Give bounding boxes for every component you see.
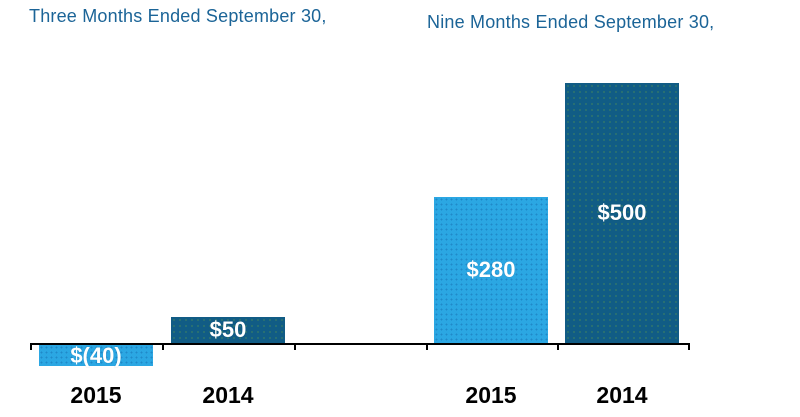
bar-nine-months-2014: $500: [565, 83, 679, 343]
x-axis-line: [30, 343, 690, 345]
bar-three-months-2015: $(40): [39, 342, 153, 368]
bar-value-label-nine-months-2015: $280: [466, 257, 516, 282]
x-axis-label-three-months-2014: 2014: [202, 382, 254, 408]
axis-tick: [162, 343, 164, 350]
x-axis-label-nine-months-2015: 2015: [465, 382, 517, 408]
bar-value-label-three-months-2014: $50: [209, 317, 247, 342]
x-axis-label-nine-months-2014: 2014: [596, 382, 648, 408]
bar-three-months-2014: $50: [171, 317, 285, 343]
axis-tick: [30, 343, 32, 350]
axis-tick: [294, 343, 296, 350]
x-axis-label-three-months-2015: 2015: [70, 382, 122, 408]
bar-nine-months-2015: $280: [434, 197, 548, 343]
group-title-nine-months: Nine Months Ended September 30,: [427, 12, 715, 32]
group-title-three-months: Three Months Ended September 30,: [29, 6, 327, 26]
axis-tick: [426, 343, 428, 350]
axis-tick: [688, 343, 690, 350]
bar-value-label-nine-months-2014: $500: [597, 200, 647, 225]
bar-value-label-three-months-2015: $(40): [70, 342, 122, 368]
axis-tick: [557, 343, 559, 350]
